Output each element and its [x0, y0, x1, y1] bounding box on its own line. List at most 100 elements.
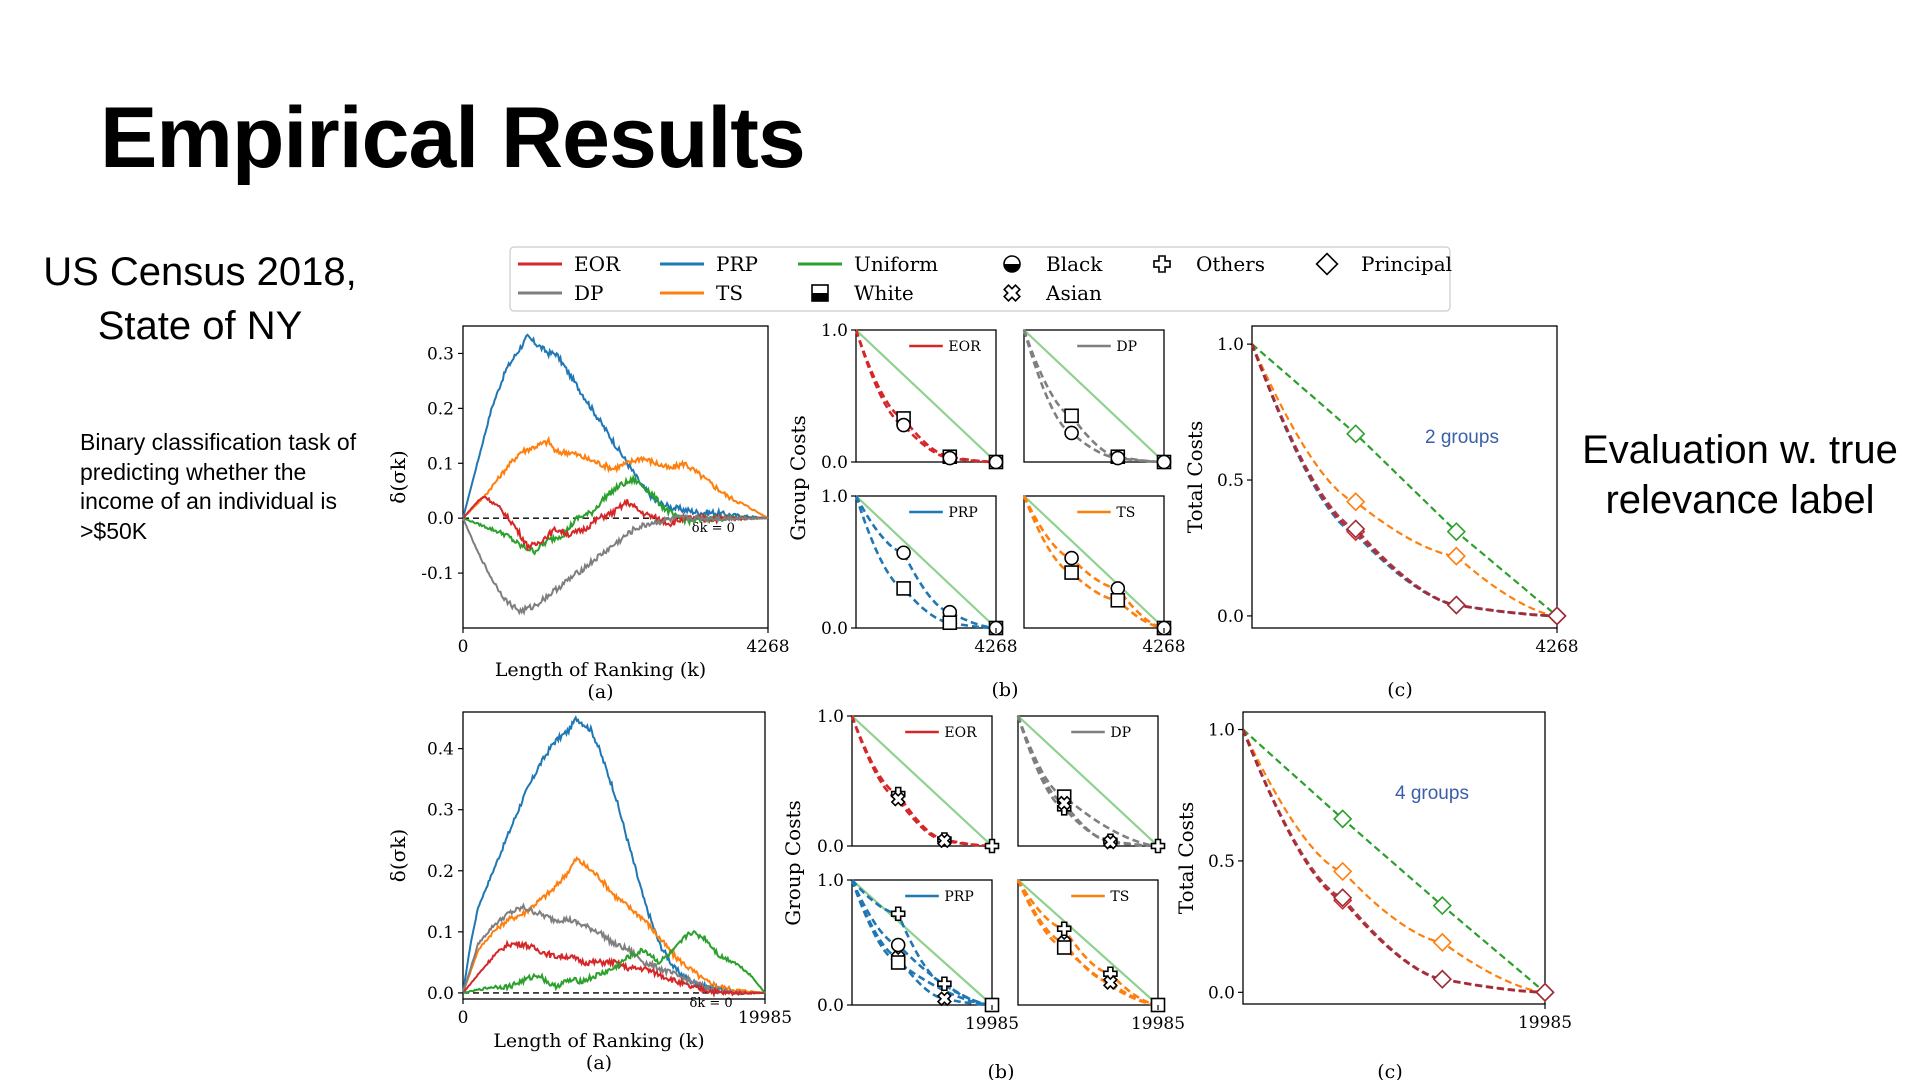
subpanel-ts: TS — [1022, 495, 1172, 636]
subpanel-eor: EOR — [850, 715, 1000, 854]
cross-marker-shape — [1056, 795, 1072, 811]
inline-legend-label: EOR — [944, 725, 977, 741]
x-tick-label: 19985 — [738, 1008, 792, 1028]
circle-marker-shape — [1110, 581, 1126, 596]
series-line-eor — [462, 939, 765, 999]
y-tick-label: 0.3 — [427, 801, 454, 821]
legend-item-prp: PRP — [660, 252, 758, 276]
group-cost-curve-plus — [1016, 879, 1159, 1007]
circle-marker — [1110, 581, 1126, 596]
circle-marker — [988, 454, 1004, 470]
evaluation-note-line-1: Evaluation w. true — [1582, 428, 1898, 472]
circle-marker-shape — [1156, 454, 1172, 470]
series-line-uniform — [462, 929, 766, 994]
y-tick-label: 0.5 — [1217, 471, 1244, 491]
cross-marker-shape — [1003, 284, 1021, 302]
square-marker-shape — [1064, 408, 1079, 424]
group-cost-curve-cross — [1016, 715, 1159, 848]
cross-marker-shape — [890, 791, 906, 807]
y-axis-label: Group Costs — [781, 800, 805, 926]
plus-marker — [890, 906, 906, 922]
diamond-marker — [1346, 492, 1366, 512]
x-tick-label: 4268 — [1142, 637, 1185, 657]
circle-marker-shape — [988, 454, 1004, 470]
inline-legend-label: TS — [1116, 505, 1135, 521]
diamond-marker-shape — [1547, 606, 1567, 626]
square-marker-shape — [1056, 940, 1072, 955]
y-axis-label: δ(σk) — [386, 829, 410, 882]
plus-marker-shape — [1056, 921, 1072, 937]
diamond-marker-shape — [1535, 982, 1555, 1002]
plus-marker — [937, 976, 952, 992]
legend-label-principal: Principal — [1361, 252, 1452, 276]
panel-caption: (c) — [1377, 1061, 1402, 1080]
y-tick-label: 0.1 — [427, 923, 454, 943]
circle-marker — [896, 545, 911, 561]
panel-caption: (b) — [988, 1061, 1015, 1080]
square-marker-shape — [896, 581, 911, 596]
legend-label-asian: Asian — [1045, 281, 1102, 305]
circle-marker — [1110, 450, 1126, 466]
cross-marker — [936, 833, 952, 849]
legend-label-dp: DP — [574, 281, 604, 305]
cross-marker — [1056, 795, 1072, 811]
subpanel-prp: PRP — [854, 495, 1004, 636]
plus-marker — [984, 838, 1000, 854]
diamond-marker-shape — [1432, 896, 1452, 916]
y-axis-label: Total Costs — [1183, 421, 1207, 533]
dataset-line-1: US Census 2018, — [43, 250, 357, 294]
x-axis-label: Length of Ranking (k) — [495, 659, 706, 681]
group-count-annotation: 4 groups — [1395, 783, 1469, 804]
group-cost-curve-cross — [850, 879, 993, 1007]
subpanel-eor: EOR — [854, 329, 1004, 470]
total-cost-line-uniform — [1242, 728, 1546, 994]
square-marker-shape — [1110, 592, 1126, 608]
y-axis-label: δ(σk) — [386, 450, 410, 503]
legend-item-black: Black — [1003, 252, 1103, 276]
circle-marker — [896, 417, 911, 433]
legend-label-ts: TS — [716, 281, 743, 305]
half-circle-marker — [1003, 255, 1021, 273]
y-tick-label: 0.0 — [427, 984, 454, 1004]
square-marker — [1110, 592, 1126, 608]
y-tick-label: 0.0 — [1217, 607, 1244, 627]
y-tick-label: 0.0 — [821, 453, 848, 473]
plus-marker-shape — [1150, 838, 1166, 854]
circle-marker — [1064, 425, 1079, 441]
square-marker — [890, 955, 906, 970]
legend-item-uniform: Uniform — [798, 252, 938, 276]
y-tick-label: 0.2 — [427, 862, 454, 882]
y-tick-label: 1.0 — [817, 707, 844, 727]
legend-item-ts: TS — [660, 281, 743, 305]
legend-label-black: Black — [1046, 252, 1103, 276]
square-marker-shape — [890, 955, 906, 970]
cross-marker — [936, 991, 952, 1007]
cross-marker — [1003, 284, 1021, 302]
circle-marker-shape — [1110, 450, 1126, 466]
panel-caption: (c) — [1387, 679, 1412, 701]
square-marker-shape — [1064, 565, 1079, 580]
uniform-reference-line — [1023, 495, 1165, 629]
x-cross-marker — [1003, 284, 1021, 302]
subpanel-dp: DP — [1022, 329, 1172, 470]
circle-marker-shape — [896, 417, 911, 433]
diamond-marker — [1333, 861, 1353, 882]
y-axis-label: Total Costs — [1174, 802, 1198, 914]
diamond-marker — [1346, 424, 1366, 444]
diamond-marker-shape — [1333, 861, 1353, 882]
half-circle-fill — [1004, 264, 1020, 272]
y-tick-label: 1.0 — [1217, 335, 1244, 355]
axes-frame — [1251, 325, 1558, 629]
circle-marker-shape — [896, 545, 911, 561]
dataset-line-2: State of NY — [97, 304, 303, 348]
y-tick-label: 1.0 — [1208, 721, 1235, 741]
inline-legend-label: TS — [1110, 889, 1129, 905]
group-cost-curve-cross — [850, 715, 993, 848]
diamond-marker-shape — [1432, 969, 1452, 989]
y-tick-label: -0.1 — [421, 564, 454, 584]
legend-label-eor: EOR — [574, 252, 621, 276]
circle-marker — [942, 450, 958, 466]
cross-marker-shape — [936, 991, 952, 1007]
reference-label: δk = 0 — [692, 521, 735, 536]
subpanel-ts: TS — [1016, 879, 1166, 1013]
